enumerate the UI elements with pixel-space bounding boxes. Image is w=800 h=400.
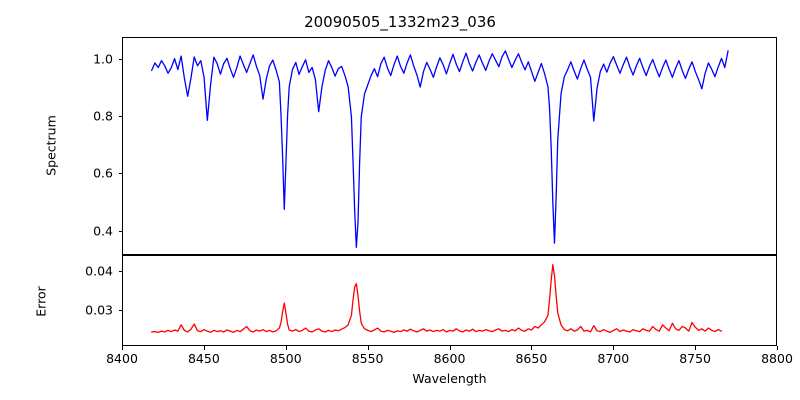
x-tick-mark [449, 346, 451, 350]
x-tick-mark [122, 346, 123, 350]
x-tick-mark [695, 346, 697, 350]
x-tick-label: 8600 [433, 351, 466, 366]
x-tick-mark [285, 346, 287, 350]
error-y-tick-mark [118, 310, 122, 312]
spectrum-y-tick-mark [118, 173, 122, 175]
wavelength-axis-label: Wavelength [412, 371, 487, 386]
spectrum-y-tick-label: 0.4 [93, 223, 113, 239]
x-tick-label: 8800 [761, 351, 793, 366]
chart-title: 20090505_1332m23_036 [304, 13, 496, 31]
error-line-series [151, 264, 723, 334]
spectrum-y-tick-mark [118, 115, 122, 117]
error-plot-area [122, 255, 777, 346]
spectrum-line-series [151, 50, 729, 249]
spectrum-plot-area [122, 37, 777, 255]
x-tick-label: 8450 [187, 351, 220, 366]
spectrum-y-tick-label: 0.6 [93, 165, 113, 181]
spectrum-y-tick-label: 1.0 [93, 51, 113, 66]
error-y-tick-label: 0.03 [85, 302, 113, 318]
x-tick-label: 8400 [106, 351, 138, 366]
x-tick-label: 8700 [597, 351, 630, 366]
x-tick-mark [531, 346, 533, 350]
spectrum-axis-label: Spectrum [43, 115, 59, 176]
x-tick-label: 8750 [679, 351, 711, 366]
x-tick-mark [777, 346, 778, 350]
x-tick-label: 8500 [269, 351, 302, 366]
error-y-tick-mark [118, 270, 122, 272]
spectrum-y-tick-mark [118, 58, 122, 60]
x-tick-label: 8650 [515, 351, 548, 366]
spectrum-y-tick-label: 0.8 [93, 108, 113, 124]
x-tick-mark [613, 346, 615, 350]
error-axis-label: Error [33, 286, 49, 317]
x-tick-mark [203, 346, 205, 350]
error-y-tick-label: 0.04 [85, 263, 113, 279]
x-tick-mark [367, 346, 369, 350]
spectrum-y-tick-mark [118, 230, 122, 232]
x-tick-label: 8550 [351, 351, 384, 366]
